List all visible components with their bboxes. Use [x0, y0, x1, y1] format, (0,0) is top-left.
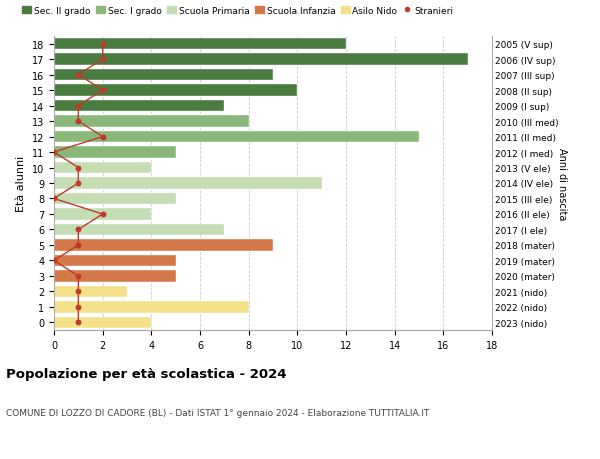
- Bar: [54, 70, 273, 81]
- Bar: [54, 270, 176, 282]
- Bar: [54, 317, 151, 329]
- Legend: Sec. II grado, Sec. I grado, Scuola Primaria, Scuola Infanzia, Asilo Nido, Stran: Sec. II grado, Sec. I grado, Scuola Prim…: [19, 3, 457, 19]
- Point: [74, 226, 83, 234]
- Point: [49, 149, 59, 157]
- Text: COMUNE DI LOZZO DI CADORE (BL) - Dati ISTAT 1° gennaio 2024 - Elaborazione TUTTI: COMUNE DI LOZZO DI CADORE (BL) - Dati IS…: [6, 409, 430, 418]
- Y-axis label: Età alunni: Età alunni: [16, 156, 26, 212]
- Point: [98, 56, 107, 64]
- Bar: [54, 240, 273, 251]
- Point: [49, 257, 59, 264]
- Point: [98, 41, 107, 48]
- Bar: [54, 224, 224, 236]
- Point: [98, 134, 107, 141]
- Bar: [54, 101, 224, 112]
- Point: [74, 303, 83, 311]
- Bar: [54, 255, 176, 267]
- Bar: [54, 39, 346, 50]
- Point: [74, 164, 83, 172]
- Bar: [54, 116, 248, 128]
- Point: [74, 103, 83, 110]
- Point: [74, 288, 83, 296]
- Point: [49, 196, 59, 203]
- Bar: [54, 147, 176, 158]
- Bar: [54, 193, 176, 205]
- Bar: [54, 302, 248, 313]
- Bar: [54, 286, 127, 297]
- Bar: [54, 209, 151, 220]
- Bar: [54, 85, 298, 97]
- Y-axis label: Anni di nascita: Anni di nascita: [557, 147, 567, 220]
- Bar: [54, 54, 467, 66]
- Point: [98, 87, 107, 95]
- Point: [74, 118, 83, 125]
- Bar: [54, 178, 322, 190]
- Point: [74, 242, 83, 249]
- Bar: [54, 131, 419, 143]
- Point: [74, 72, 83, 79]
- Point: [74, 273, 83, 280]
- Point: [98, 211, 107, 218]
- Point: [74, 319, 83, 326]
- Text: Popolazione per età scolastica - 2024: Popolazione per età scolastica - 2024: [6, 367, 287, 380]
- Point: [74, 180, 83, 187]
- Bar: [54, 162, 151, 174]
